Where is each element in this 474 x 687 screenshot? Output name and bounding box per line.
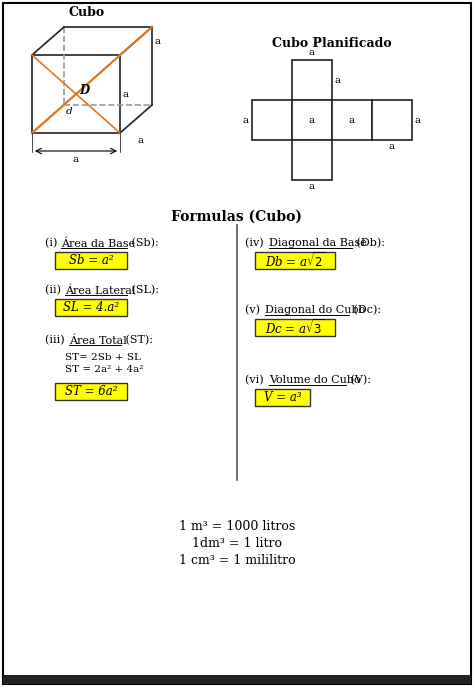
Text: a: a: [335, 76, 341, 85]
Text: Área Lateral: Área Lateral: [65, 285, 136, 295]
Text: ST = 6a²: ST = 6a²: [65, 385, 117, 398]
Text: Formulas (Cubo): Formulas (Cubo): [172, 210, 302, 224]
Text: (vi): (vi): [245, 375, 267, 385]
Text: Cubo: Cubo: [69, 6, 105, 19]
Text: a: a: [309, 115, 315, 124]
FancyBboxPatch shape: [55, 252, 127, 269]
Text: Área da Base: Área da Base: [61, 238, 135, 249]
Text: a: a: [309, 182, 315, 191]
FancyBboxPatch shape: [3, 3, 471, 684]
Text: Cubo Planificado: Cubo Planificado: [272, 37, 392, 50]
FancyBboxPatch shape: [55, 299, 127, 316]
Text: (V):: (V):: [347, 375, 371, 385]
FancyBboxPatch shape: [255, 389, 310, 406]
Text: Diagonal do Cubo: Diagonal do Cubo: [265, 305, 365, 315]
Text: 1 cm³ = 1 mililitro: 1 cm³ = 1 mililitro: [179, 554, 295, 567]
Text: ST= 2Sb + SL: ST= 2Sb + SL: [65, 353, 141, 362]
Text: Área Total: Área Total: [69, 335, 127, 346]
Text: Sb = a²: Sb = a²: [69, 254, 113, 267]
Text: SL = 4.a²: SL = 4.a²: [63, 301, 119, 314]
Bar: [292, 140, 332, 180]
FancyBboxPatch shape: [3, 675, 471, 684]
FancyBboxPatch shape: [255, 319, 335, 336]
Text: (ST):: (ST):: [122, 335, 153, 346]
Bar: [252, 100, 292, 140]
Text: a: a: [349, 115, 355, 124]
Text: a: a: [415, 115, 421, 124]
FancyBboxPatch shape: [55, 383, 127, 400]
Text: a: a: [309, 48, 315, 57]
Text: (Db):: (Db):: [353, 238, 385, 248]
Text: a: a: [138, 136, 144, 145]
Text: a: a: [73, 155, 79, 164]
Text: 1dm³ = 1 litro: 1dm³ = 1 litro: [192, 537, 282, 550]
FancyBboxPatch shape: [255, 252, 335, 269]
Text: (SL):: (SL):: [128, 285, 159, 295]
Text: a: a: [155, 36, 161, 45]
Bar: [372, 100, 412, 140]
Text: a: a: [243, 115, 249, 124]
Text: ST = 2a² + 4a²: ST = 2a² + 4a²: [65, 365, 143, 374]
Bar: [332, 100, 372, 140]
Text: a: a: [123, 89, 129, 98]
Bar: [292, 60, 332, 100]
Text: (ii): (ii): [45, 285, 64, 295]
Text: Db = a$\sqrt{2}$: Db = a$\sqrt{2}$: [264, 251, 325, 270]
Text: (i): (i): [45, 238, 61, 248]
Text: Volume do Cubo: Volume do Cubo: [269, 375, 361, 385]
Text: 1 m³ = 1000 litros: 1 m³ = 1000 litros: [179, 520, 295, 533]
Text: d: d: [65, 106, 72, 115]
Text: (Dc):: (Dc):: [350, 305, 381, 315]
Text: V = a³: V = a³: [264, 391, 301, 404]
Text: (v): (v): [245, 305, 264, 315]
Text: Dc = a$\sqrt{3}$: Dc = a$\sqrt{3}$: [265, 318, 325, 337]
Text: a: a: [389, 142, 395, 151]
Text: Diagonal da Base: Diagonal da Base: [269, 238, 367, 248]
Bar: [292, 100, 332, 140]
Text: (iii): (iii): [45, 335, 68, 346]
Text: D: D: [80, 84, 90, 97]
Text: (iv): (iv): [245, 238, 267, 248]
Text: (Sb):: (Sb):: [128, 238, 159, 248]
